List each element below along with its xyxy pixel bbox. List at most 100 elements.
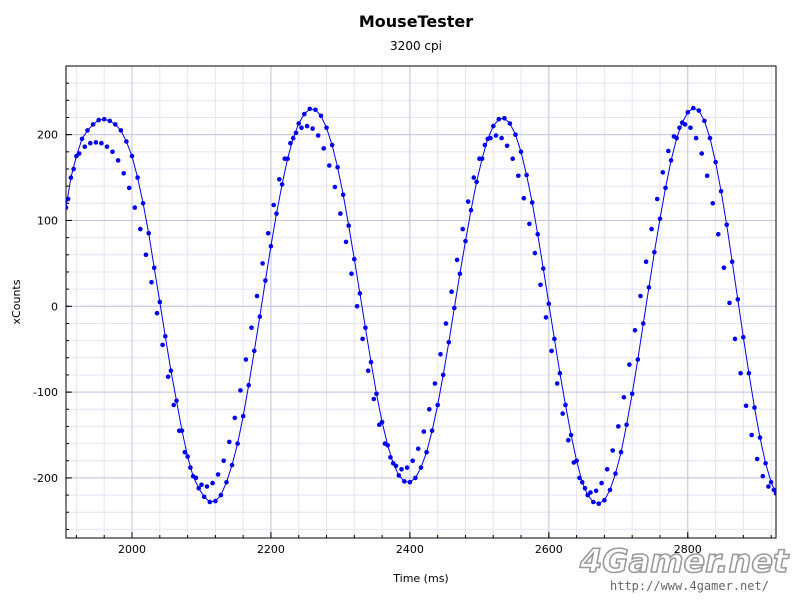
data-point <box>338 211 343 216</box>
data-point <box>346 223 352 228</box>
data-point <box>571 460 577 465</box>
data-point <box>560 411 565 416</box>
data-point <box>260 261 265 266</box>
data-point <box>140 201 146 206</box>
data-point <box>96 117 101 123</box>
data-point <box>343 239 349 245</box>
data-point <box>516 173 521 179</box>
data-point <box>274 211 279 216</box>
data-point <box>491 123 496 129</box>
data-point <box>688 125 693 131</box>
data-point <box>321 146 327 151</box>
data-point <box>596 501 602 507</box>
y-tick-label: 0 <box>51 300 58 313</box>
y-tick-label: -100 <box>33 386 58 399</box>
data-point <box>577 475 582 481</box>
data-point <box>163 334 168 339</box>
data-point <box>741 334 746 340</box>
data-point <box>538 282 543 288</box>
y-tick-label: 100 <box>37 214 58 227</box>
data-point <box>210 480 215 486</box>
data-point <box>218 492 224 498</box>
data-point <box>143 252 149 258</box>
data-point <box>279 182 285 187</box>
data-point <box>227 439 232 445</box>
data-point <box>302 111 307 117</box>
x-tick-label: 2000 <box>118 543 146 556</box>
data-point <box>529 200 535 205</box>
data-point <box>435 402 441 408</box>
data-point <box>138 226 143 232</box>
data-point <box>79 136 85 142</box>
data-point <box>313 107 318 113</box>
data-point <box>185 454 190 459</box>
data-point <box>357 291 363 296</box>
data-point <box>549 348 554 354</box>
data-point <box>402 479 407 484</box>
chart-subtitle: 3200 cpi <box>390 39 442 53</box>
data-point <box>635 357 641 362</box>
data-point <box>246 382 251 388</box>
data-point <box>201 494 207 500</box>
data-point <box>413 475 418 481</box>
data-point <box>310 126 315 131</box>
data-point <box>66 196 71 202</box>
data-point <box>76 151 82 156</box>
data-point <box>360 336 365 342</box>
data-point <box>768 479 774 485</box>
data-point <box>588 490 593 495</box>
data-point <box>432 381 438 386</box>
data-point <box>215 472 221 477</box>
data-point <box>710 201 716 206</box>
data-point <box>463 238 468 244</box>
data-point <box>393 463 399 469</box>
data-point <box>527 221 532 227</box>
data-point <box>407 479 413 485</box>
data-point <box>613 471 618 476</box>
data-point <box>677 125 682 131</box>
data-point <box>535 231 540 237</box>
data-point <box>124 139 129 144</box>
data-point <box>176 428 182 434</box>
data-point <box>90 122 96 127</box>
data-point <box>327 163 332 168</box>
data-point <box>771 487 776 493</box>
data-point <box>546 301 552 307</box>
data-point <box>307 106 313 112</box>
x-tick-label: 2800 <box>674 543 702 556</box>
data-point <box>238 388 243 393</box>
data-point <box>513 132 518 137</box>
data-point <box>666 148 671 154</box>
data-point <box>749 432 754 438</box>
data-point <box>277 177 282 182</box>
data-point <box>704 173 710 179</box>
data-point <box>188 465 193 470</box>
data-point <box>618 449 624 455</box>
data-point <box>602 497 607 503</box>
data-point <box>66 205 69 210</box>
data-point <box>99 140 104 146</box>
data-point <box>182 449 188 455</box>
data-point <box>207 499 213 505</box>
data-point <box>682 122 688 127</box>
data-point <box>101 116 107 122</box>
data-point <box>221 458 226 464</box>
data-point <box>610 448 615 453</box>
data-point <box>354 304 360 309</box>
data-point <box>288 140 293 146</box>
data-point <box>685 110 691 115</box>
data-point <box>82 144 88 149</box>
data-point <box>374 391 379 397</box>
data-point <box>290 135 296 141</box>
data-point <box>541 266 546 271</box>
data-point <box>452 305 457 311</box>
x-tick-label: 2200 <box>257 543 285 556</box>
data-point <box>232 415 238 421</box>
data-point <box>668 158 674 163</box>
data-point <box>352 256 357 262</box>
data-point <box>763 461 768 466</box>
data-point <box>296 121 302 126</box>
data-point <box>621 395 627 400</box>
data-point <box>146 231 151 236</box>
data-point <box>196 485 201 491</box>
